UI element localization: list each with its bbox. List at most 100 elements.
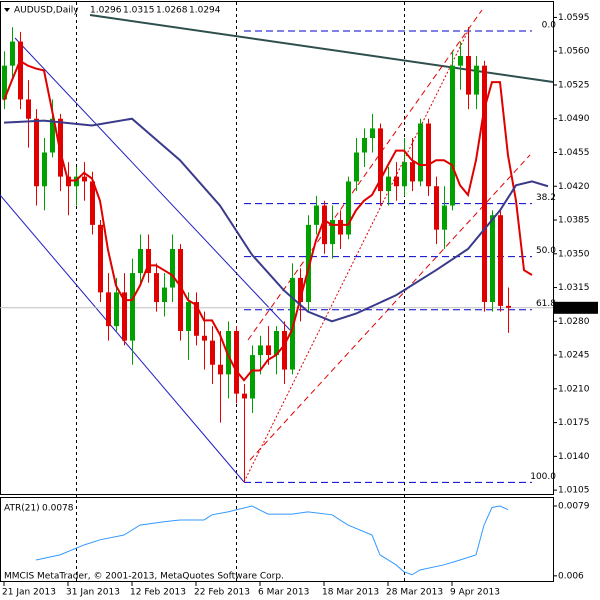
y-tick-label: 1.0490	[558, 114, 590, 124]
candle-body	[138, 248, 143, 274]
candle-body	[178, 248, 183, 331]
candle-body	[466, 56, 471, 95]
candle-body	[202, 335, 207, 341]
candle-body	[42, 152, 47, 187]
moving-average	[3, 59, 533, 382]
x-tick-label: 12 Feb 2013	[130, 588, 186, 598]
fibo-label: 38.2	[536, 193, 556, 203]
x-tick-label: 28 Mar 2013	[386, 588, 443, 598]
candle-body	[450, 65, 455, 206]
main-panel	[0, 1, 554, 495]
atr-tick-label: 0.006	[558, 571, 584, 581]
fibo-label: 100.0	[530, 472, 556, 482]
candle-body	[26, 99, 31, 119]
candle-body	[378, 128, 383, 192]
x-tick-label: 18 Mar 2013	[322, 588, 379, 598]
y-tick-label: 1.0280	[558, 317, 590, 327]
x-tick-label: 21 Jan 2013	[2, 588, 56, 598]
y-tick-label: 1.0525	[558, 80, 590, 90]
candle-body	[314, 205, 319, 225]
fibo-label: 0.0	[542, 20, 557, 30]
candle-body	[458, 56, 463, 66]
ohlc-high: 1.0315	[123, 6, 155, 16]
candle-body	[154, 273, 159, 303]
candle-body	[106, 292, 111, 327]
x-tick-label: 31 Jan 2013	[66, 588, 120, 598]
atr-tick-label: 0.0079	[558, 501, 590, 511]
ohlc-open: 1.0296	[90, 6, 122, 16]
y-tick-label: 1.0315	[558, 283, 590, 293]
candle-body	[282, 330, 287, 370]
candle-body	[170, 248, 175, 288]
candle-body	[250, 355, 255, 399]
candle-body	[482, 65, 487, 303]
candle-body	[346, 181, 351, 235]
candle-body	[58, 118, 63, 177]
y-tick-label: 1.0455	[558, 148, 590, 158]
period-separators	[76, 2, 405, 582]
ohlc-low: 1.0268	[156, 6, 188, 16]
candle-body	[354, 152, 359, 182]
atr-name: ATR(21)	[4, 504, 40, 514]
candle-body	[418, 123, 423, 182]
x-tick-label: 9 Apr 2013	[450, 588, 500, 598]
atr-panel	[0, 497, 554, 582]
candle-body	[122, 292, 127, 341]
candle-body	[386, 176, 391, 192]
candle-body	[506, 305, 511, 308]
candle-body	[130, 273, 135, 341]
y-tick-label: 1.0210	[558, 384, 590, 394]
candle-body	[34, 118, 39, 187]
footer: MMCIS MetaTrader, © 2001-2013, MetaQuote…	[4, 572, 284, 582]
x-tick-label: 6 Mar 2013	[258, 588, 309, 598]
candle-body	[194, 302, 199, 336]
candle-body	[234, 330, 239, 394]
candle-body	[50, 118, 55, 153]
moving-average	[3, 117, 549, 323]
candle-body	[146, 248, 151, 274]
fibo-label: 50.0	[536, 246, 556, 256]
candle-body	[210, 340, 215, 365]
channel-line	[247, 9, 483, 341]
candle-body	[298, 277, 303, 303]
candle-body	[2, 65, 7, 100]
last-price-box	[553, 301, 598, 314]
y-tick-label: 1.0560	[558, 47, 590, 57]
y-tick-label: 1.0175	[558, 418, 590, 428]
ohlc-close: 1.0294	[189, 6, 221, 16]
candle-body	[434, 186, 439, 230]
y-tick-label: 1.0245	[558, 351, 590, 361]
candle-body	[90, 181, 95, 225]
candle-body	[82, 176, 87, 182]
candle-body	[498, 215, 503, 306]
last-price-label: 1.0294	[558, 303, 590, 313]
candle-body	[322, 205, 327, 245]
atr-line	[35, 505, 509, 576]
candle-body	[394, 176, 399, 187]
candle-body	[186, 302, 191, 331]
y-tick-label: 1.0595	[558, 13, 590, 23]
y-tick-label: 1.0140	[558, 452, 590, 462]
y-tick-label: 1.0350	[558, 249, 590, 259]
y-tick-label: 1.0385	[558, 216, 590, 226]
candle-body	[330, 220, 335, 245]
atr-value: 0.0078	[42, 504, 74, 514]
candle-body	[362, 138, 367, 153]
candle-body	[402, 162, 407, 187]
x-tick-label: 22 Feb 2013	[194, 588, 250, 598]
menu-icon	[4, 8, 10, 12]
candle-body	[242, 393, 247, 399]
candle-body	[410, 162, 415, 182]
candle-body	[442, 205, 447, 230]
candle-body	[274, 330, 279, 356]
candle-body	[74, 176, 79, 187]
candle-body	[338, 220, 343, 235]
candle-body	[490, 215, 495, 303]
candle-body	[162, 287, 167, 303]
fibo-label: 61.8	[536, 299, 556, 309]
candle-body	[266, 345, 271, 356]
candle-body	[114, 292, 119, 327]
channel-line	[14, 37, 291, 331]
y-tick-label: 1.0105	[558, 486, 590, 496]
